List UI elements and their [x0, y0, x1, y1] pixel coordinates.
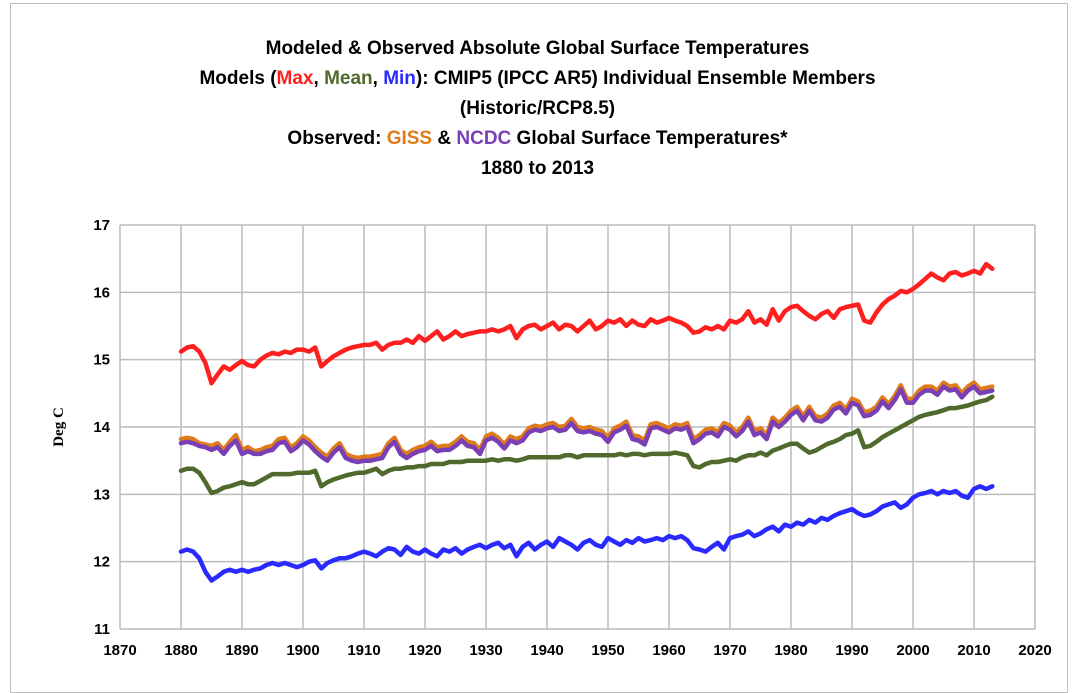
x-tick-label-1940: 1940 [530, 642, 563, 659]
title-segment-text: (Historic/RCP8.5) [459, 98, 616, 119]
title-line-3: (Historic/RCP8.5) [0, 94, 1075, 124]
series-line-max [178, 261, 995, 386]
chart-title-block: Modeled & Observed Absolute Global Surfa… [0, 34, 1075, 184]
x-tick-label-1960: 1960 [652, 642, 685, 659]
series-line-ncdc [178, 384, 995, 465]
y-tick-label-11: 11 [94, 621, 110, 638]
y-tick-label-14: 14 [93, 419, 110, 436]
title-segment-text: Models ( [199, 68, 277, 89]
series-line-mean [178, 394, 995, 496]
series-line-giss [178, 380, 995, 461]
title-segment-min: Min [383, 68, 416, 89]
title-segment-ncdc: NCDC [456, 128, 512, 149]
title-line-4: Observed: GISS & NCDC Global Surface Tem… [0, 124, 1075, 154]
x-tick-label-1880: 1880 [164, 642, 197, 659]
y-axis-tick-labels: 11 12 13 14 15 16 17 [93, 217, 110, 638]
series-line-min [178, 484, 995, 583]
x-tick-label-1980: 1980 [774, 642, 807, 659]
x-tick-label-2000: 2000 [896, 642, 929, 659]
title-segment-max: Max [276, 68, 314, 89]
x-tick-label-2020: 2020 [1018, 642, 1051, 659]
x-tick-label-1920: 1920 [408, 642, 441, 659]
x-tick-label-1910: 1910 [347, 642, 380, 659]
x-tick-label-1950: 1950 [591, 642, 624, 659]
title-segment-text: , [313, 68, 325, 89]
y-tick-label-15: 15 [93, 352, 110, 369]
title-segment-text: 1880 to 2013 [480, 158, 595, 179]
title-segment-mean: Mean [324, 68, 373, 89]
x-axis-tick-labels: 1870 1880 1890 1900 1910 1920 1930 1940 1950 1960… [103, 642, 1051, 659]
x-tick-label-1970: 1970 [713, 642, 746, 659]
title-line-1: Modeled & Observed Absolute Global Surfa… [0, 34, 1075, 64]
x-tick-label-1900: 1900 [286, 642, 319, 659]
y-tick-label-13: 13 [93, 486, 110, 503]
y-tick-label-12: 12 [93, 554, 110, 571]
x-tick-label-1930: 1930 [469, 642, 502, 659]
title-line-5: 1880 to 2013 [0, 154, 1075, 184]
title-segment-text: Observed: [287, 128, 387, 149]
y-axis-title: Deg C [51, 407, 67, 447]
title-segment-text: ): CMIP5 (IPCC AR5) Individual Ensemble … [415, 68, 876, 89]
title-segment-text: & [432, 128, 457, 149]
title-line-2: Models (Max, Mean, Min): CMIP5 (IPCC AR5… [0, 64, 1075, 94]
x-tick-label-1990: 1990 [835, 642, 868, 659]
series-layer [178, 261, 995, 583]
title-segment-text: , [372, 68, 384, 89]
y-tick-label-16: 16 [93, 284, 110, 301]
x-tick-label-1870: 1870 [103, 642, 136, 659]
title-segment-text: Global Surface Temperatures* [511, 128, 788, 149]
title-segment-giss: GISS [386, 128, 433, 149]
x-tick-label-1890: 1890 [225, 642, 258, 659]
x-tick-label-2010: 2010 [957, 642, 990, 659]
horizontal-gridlines [120, 224, 1035, 630]
title-segment-text: Modeled & Observed Absolute Global Surfa… [265, 38, 810, 59]
y-tick-label-17: 17 [93, 217, 110, 234]
